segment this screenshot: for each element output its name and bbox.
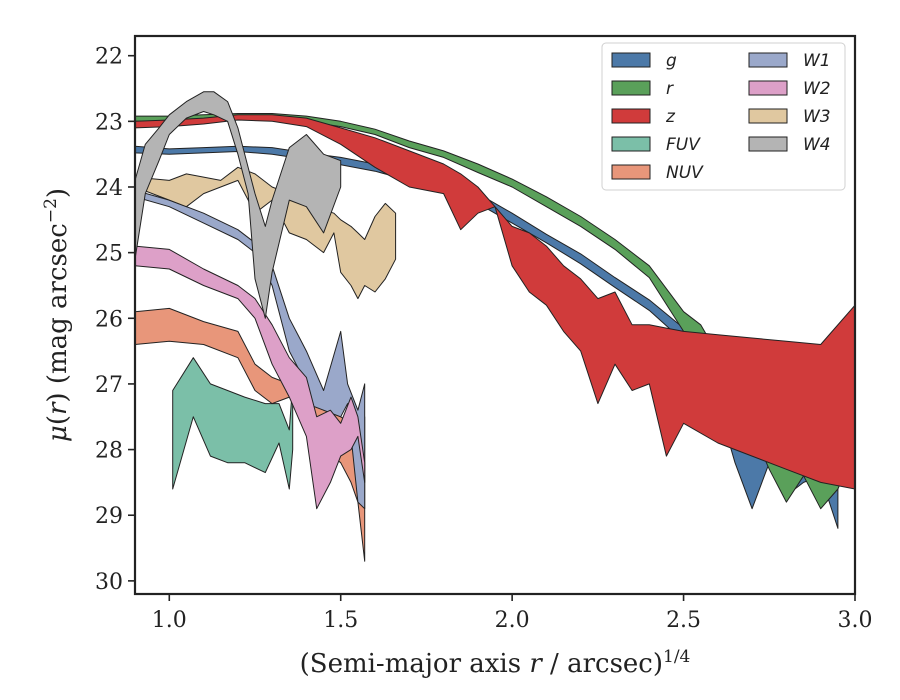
profile-bands [135, 91, 855, 562]
legend-swatch-nuv [611, 164, 651, 180]
y-tick-label: 29 [95, 504, 123, 529]
legend-swatch-fuv [611, 136, 651, 152]
legend-label-z: z [665, 107, 676, 127]
x-axis-ticks: 1.0 1.5 2.0 2.5 3.0 [152, 594, 873, 633]
y-tick-label: 27 [95, 373, 123, 398]
legend-swatch-w4 [748, 136, 788, 152]
y-tick-label: 25 [95, 242, 123, 267]
legend-label-w3: W3 [803, 107, 831, 127]
y-tick-label: 22 [95, 45, 123, 70]
legend-label-fuv: FUV [666, 135, 701, 155]
band-fuv [172, 357, 294, 490]
band-r [135, 113, 855, 510]
legend-swatch-w2 [748, 80, 788, 96]
legend-label-w1: W1 [803, 51, 831, 71]
band-w3 [135, 166, 397, 300]
legend-swatch-w3 [748, 108, 788, 124]
legend-swatch-g [611, 52, 651, 68]
legend-swatch-z [611, 108, 651, 124]
legend-swatch-r [611, 80, 651, 96]
x-tick-label: 1.0 [152, 608, 187, 633]
legend-label-r: r [666, 79, 674, 99]
legend-box [601, 42, 846, 191]
x-tick-label: 3.0 [838, 608, 873, 633]
y-tick-label: 28 [95, 439, 123, 464]
legend-label-w4: W4 [803, 135, 831, 155]
band-z [135, 114, 855, 490]
x-tick-label: 2.0 [495, 608, 530, 633]
y-tick-label: 24 [95, 176, 123, 201]
x-tick-label: 2.5 [666, 608, 701, 633]
y-tick-label: 30 [95, 570, 123, 595]
y-tick-label: 23 [95, 110, 123, 135]
y-axis-label: μ(r) (mag arcsec−2) [41, 188, 73, 442]
y-axis-ticks: 22 23 24 25 26 27 28 29 30 [95, 45, 135, 595]
legend-swatch-w1 [748, 52, 788, 68]
band-w2 [135, 245, 366, 510]
legend: grz FUV NUV W1 W2 W3 W4 [601, 42, 846, 191]
legend-label-g: g [666, 51, 677, 71]
legend-label-w2: W2 [803, 79, 831, 99]
band-w4 [135, 91, 342, 319]
x-axis-label: (Semi-major axis r / arcsec)1/4 [300, 647, 691, 679]
legend-label-nuv: NUV [666, 163, 704, 183]
y-tick-label: 26 [95, 307, 123, 332]
plot-frame [133, 34, 857, 596]
x-tick-label: 1.5 [323, 608, 358, 633]
